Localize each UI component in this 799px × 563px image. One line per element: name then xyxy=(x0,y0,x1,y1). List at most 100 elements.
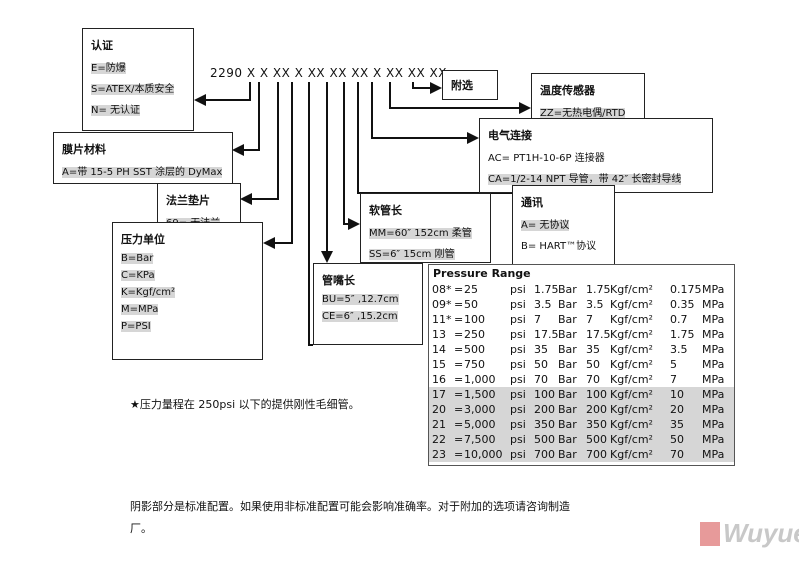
table-cell: = xyxy=(454,283,464,296)
unit-option: P=PSI xyxy=(121,321,151,332)
table-cell: 350 xyxy=(534,418,555,431)
table-cell: 08* xyxy=(432,283,452,296)
table-cell: Kgf/cm² xyxy=(610,283,653,296)
line-range xyxy=(308,82,313,346)
table-cell: 7 xyxy=(586,313,593,326)
hose-option: SS=6″ 15cm 刚管 xyxy=(369,249,455,260)
table-cell: 20 xyxy=(670,403,684,416)
comm-option: A= 无协议 xyxy=(521,220,570,231)
table-cell: 50 xyxy=(534,358,548,371)
cert-option: S=ATEX/本质安全 xyxy=(91,84,175,95)
table-cell: 0.7 xyxy=(670,313,688,326)
pressure-range-title: Pressure Range xyxy=(433,267,531,280)
line-hose xyxy=(343,82,360,230)
table-cell: 250 xyxy=(464,328,485,341)
electrical-option: CA=1/2-14 NPT 导管，带 42″ 长密封导线 xyxy=(488,174,682,185)
bottom-note-line2: 厂。 xyxy=(130,522,152,535)
comm-title: 通讯 xyxy=(521,196,543,209)
table-cell: 500 xyxy=(586,433,607,446)
table-cell: 700 xyxy=(534,448,555,461)
table-row: 11* = 100 psi 7 Bar 7 Kgf/cm² 0.7 MPa xyxy=(429,312,734,327)
cert-option: E=防爆 xyxy=(91,63,126,74)
line-option xyxy=(412,82,442,94)
table-cell: 20 xyxy=(432,403,446,416)
table-cell: Bar xyxy=(558,373,577,386)
logo-mark-icon xyxy=(700,521,720,546)
table-cell: 100 xyxy=(534,388,555,401)
hose-option: MM=60″ 152cm 柔管 xyxy=(369,228,472,239)
table-cell: Bar xyxy=(558,418,577,431)
table-cell: psi xyxy=(510,343,526,356)
table-cell: 35 xyxy=(670,418,684,431)
logo-text: Wuyue xyxy=(723,518,799,548)
unit-option: C=KPa xyxy=(121,270,155,281)
table-row: 08* = 25 psi 1.75 Bar 1.75 Kgf/cm² 0.175 MPa xyxy=(429,282,734,297)
table-cell: MPa xyxy=(702,433,725,446)
table-cell: Bar xyxy=(558,358,577,371)
model-code: 2290 X X XX X XX XX XX X XX XX XX xyxy=(210,66,447,80)
flange-box: 法兰垫片 69= 无法兰 xyxy=(157,183,241,227)
table-cell: = xyxy=(454,388,464,401)
table-cell: 0.35 xyxy=(670,298,695,311)
table-cell: 3.5 xyxy=(670,343,688,356)
table-cell: Kgf/cm² xyxy=(610,418,653,431)
table-cell: 5,000 xyxy=(464,418,496,431)
table-cell: MPa xyxy=(702,403,725,416)
unit-box: 压力单位 B=Bar C=KPa K=Kgf/cm² M=MPa P=PSI xyxy=(112,222,263,360)
table-cell: 09* xyxy=(432,298,452,311)
diaphragm-title: 膜片材料 xyxy=(62,143,106,156)
table-cell: 70 xyxy=(670,448,684,461)
table-cell: psi xyxy=(510,283,526,296)
unit-option: M=MPa xyxy=(121,304,159,315)
table-row: 16 = 1,000 psi 70 Bar 70 Kgf/cm² 7 MPa xyxy=(429,372,734,387)
table-cell: psi xyxy=(510,358,526,371)
table-cell: 10 xyxy=(670,388,684,401)
table-cell: 0.175 xyxy=(670,283,702,296)
table-cell: psi xyxy=(510,328,526,341)
table-cell: 200 xyxy=(534,403,555,416)
table-cell: psi xyxy=(510,313,526,326)
table-cell: 500 xyxy=(464,343,485,356)
table-cell: Kgf/cm² xyxy=(610,403,653,416)
unit-option: K=Kgf/cm² xyxy=(121,287,175,298)
table-cell: MPa xyxy=(702,283,725,296)
electrical-title: 电气连接 xyxy=(488,129,532,142)
table-cell: MPa xyxy=(702,328,725,341)
table-cell: 7,500 xyxy=(464,433,496,446)
table-cell: Kgf/cm² xyxy=(610,343,653,356)
table-cell: Bar xyxy=(558,448,577,461)
table-cell: 22 xyxy=(432,433,446,446)
table-cell: psi xyxy=(510,298,526,311)
nozzle-option: CE=6″ ,15.2cm xyxy=(322,311,398,322)
cert-title: 认证 xyxy=(91,39,113,52)
table-cell: MPa xyxy=(702,388,725,401)
table-cell: 700 xyxy=(586,448,607,461)
table-cell: 15 xyxy=(432,358,446,371)
option-box: 附选 xyxy=(442,70,498,100)
table-cell: psi xyxy=(510,433,526,446)
table-cell: 7 xyxy=(534,313,541,326)
table-cell: 17.5 xyxy=(534,328,559,341)
table-cell: 70 xyxy=(586,373,600,386)
table-cell: 13 xyxy=(432,328,446,341)
electrical-option: AC= PT1H-10-6P 连接器 xyxy=(488,153,605,164)
table-row: 17 = 1,500 psi 100 Bar 100 Kgf/cm² 10 MPa xyxy=(429,387,734,402)
bottom-note-line1: 阴影部分是标准配置。如果使用非标准配置可能会影响准确率。对于附加的选项请咨询制造 xyxy=(130,500,570,513)
table-cell: = xyxy=(454,448,464,461)
footnote: ★压力量程在 250psi 以下的提供刚性毛细管。 xyxy=(130,398,360,411)
table-cell: Bar xyxy=(558,328,577,341)
temp-option: ZZ=无热电偶/RTD xyxy=(540,108,626,119)
nozzle-option: BU=5″ ,12.7cm xyxy=(322,294,399,305)
flange-title: 法兰垫片 xyxy=(166,194,210,207)
table-cell: 200 xyxy=(586,403,607,416)
line-unit xyxy=(263,82,293,249)
table-cell: 14 xyxy=(432,343,446,356)
table-cell: = xyxy=(454,313,464,326)
line-diaphragm xyxy=(232,82,260,156)
temp-title: 温度传感器 xyxy=(540,84,595,97)
table-cell: MPa xyxy=(702,298,725,311)
table-cell: psi xyxy=(510,403,526,416)
table-cell: MPa xyxy=(702,448,725,461)
table-cell: 1.75 xyxy=(534,283,559,296)
